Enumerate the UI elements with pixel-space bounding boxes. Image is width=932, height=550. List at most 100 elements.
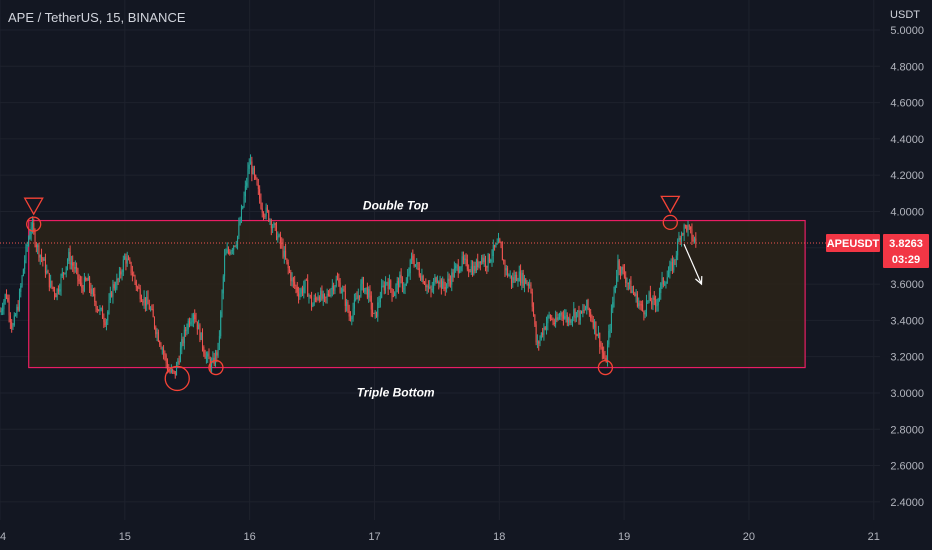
y-tick-label: 3.6000 — [890, 279, 924, 291]
candle-body — [460, 267, 462, 271]
candle-body — [22, 269, 24, 276]
candle-body — [455, 265, 457, 269]
candle-body — [79, 281, 81, 283]
candle-body — [516, 274, 518, 282]
candle-body — [155, 327, 157, 335]
x-tick-label: 20 — [743, 531, 755, 543]
candle-body — [479, 261, 481, 264]
candle-body — [494, 244, 496, 248]
candle-body — [640, 304, 642, 306]
candle-body — [661, 277, 663, 284]
candle-body — [673, 259, 675, 271]
candle-body — [426, 285, 428, 288]
candle-body — [131, 272, 133, 276]
candle-body — [304, 279, 306, 288]
candle-body — [595, 321, 597, 335]
candle-body — [348, 311, 350, 317]
candle-body — [633, 290, 635, 294]
candle-body — [513, 277, 515, 281]
candle-body — [392, 295, 394, 297]
candle-body — [11, 322, 13, 329]
candle-body — [408, 273, 410, 275]
candle-body — [369, 289, 371, 296]
candle-body — [520, 271, 522, 284]
candle-body — [324, 294, 326, 297]
trough-circle — [208, 359, 224, 376]
candle-body — [678, 237, 680, 242]
candle-body — [83, 277, 85, 292]
candle-body — [543, 327, 545, 335]
candle-body — [355, 298, 357, 300]
candle-body — [35, 244, 37, 248]
candle-body — [452, 272, 454, 278]
candle-body — [173, 370, 175, 372]
candle-body — [291, 277, 293, 282]
candle-body — [153, 317, 155, 328]
candle-body — [456, 264, 458, 266]
candle-body — [212, 357, 214, 362]
candle-body — [473, 265, 475, 275]
candle-body — [288, 268, 290, 273]
candle-body — [395, 285, 397, 293]
candle-body — [457, 264, 459, 273]
candle-body — [409, 260, 411, 274]
candle-body — [488, 254, 490, 262]
candle-body — [373, 313, 375, 315]
candle-body — [617, 260, 619, 277]
candle-body — [335, 279, 337, 287]
candle-body — [451, 272, 453, 285]
candle-body — [359, 295, 361, 297]
candle-body — [60, 276, 62, 290]
peak-circle — [26, 216, 42, 232]
candle-body — [217, 342, 219, 356]
candle-body — [156, 332, 158, 335]
candle-body — [113, 284, 115, 289]
candle-body — [379, 297, 381, 303]
candle-body — [25, 245, 27, 261]
candle-body — [449, 280, 451, 285]
candle-body — [574, 309, 576, 319]
candle-body — [433, 282, 435, 289]
y-tick-label: 4.0000 — [890, 206, 924, 218]
candle-body — [579, 311, 581, 321]
candle-body — [497, 239, 499, 244]
candle-body — [403, 288, 405, 290]
candle-body — [560, 312, 562, 317]
candle-body — [144, 297, 146, 306]
candle-body — [422, 275, 424, 284]
candle-body — [178, 361, 180, 363]
candle-body — [434, 277, 436, 283]
candle-body — [294, 281, 296, 286]
candle-body — [407, 274, 409, 283]
candle-body — [199, 324, 201, 340]
candle-body — [588, 308, 590, 313]
candle-body — [170, 369, 172, 373]
candle-body — [529, 284, 531, 286]
candle-body — [301, 289, 303, 294]
candle-body — [491, 256, 493, 260]
candle-body — [227, 249, 229, 252]
candle-body — [417, 262, 419, 269]
candle-body — [631, 290, 633, 293]
candle-body — [17, 306, 19, 310]
candle-body — [425, 284, 427, 288]
candle-body — [538, 341, 540, 344]
candle-body — [146, 296, 148, 306]
candle-body — [416, 262, 418, 265]
candle-body — [525, 278, 527, 284]
y-tick-label: 4.6000 — [890, 98, 924, 110]
candle-body — [357, 295, 359, 299]
candle-body — [48, 273, 50, 288]
candle-body — [510, 275, 512, 283]
candle-body — [496, 243, 498, 245]
candle-body — [464, 258, 466, 261]
candle-body — [69, 251, 71, 265]
candle-body — [18, 291, 20, 310]
candle-body — [81, 282, 83, 288]
price-tag-value: 3.8263 — [889, 238, 923, 250]
candle-body — [469, 271, 471, 273]
candle-body — [666, 277, 668, 284]
candle-body — [303, 287, 305, 294]
candle-body — [548, 315, 550, 317]
